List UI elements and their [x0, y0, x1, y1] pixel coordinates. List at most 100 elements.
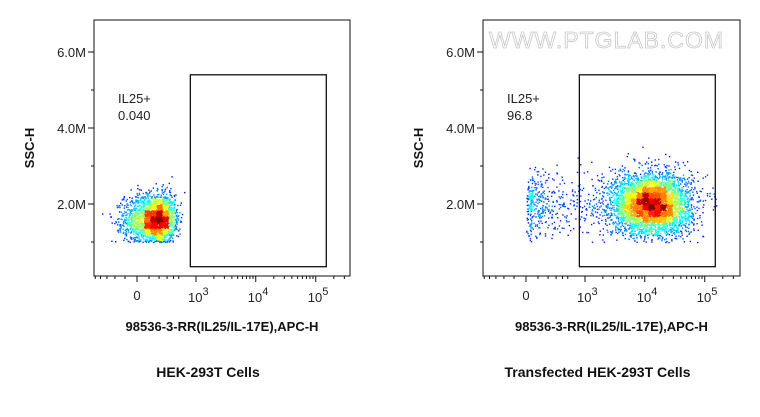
data-point — [138, 228, 139, 229]
data-point — [167, 187, 168, 188]
data-point — [626, 230, 627, 231]
data-point — [161, 237, 162, 238]
data-point — [167, 239, 168, 240]
data-point — [172, 238, 173, 239]
data-point — [159, 212, 160, 213]
data-point — [159, 204, 160, 205]
data-point — [144, 209, 145, 210]
data-point — [153, 206, 154, 207]
data-point — [616, 207, 617, 208]
data-point — [156, 196, 157, 197]
data-point — [132, 211, 133, 212]
data-point — [121, 227, 122, 228]
data-point — [154, 206, 155, 207]
data-point — [602, 209, 603, 210]
data-point — [119, 211, 120, 212]
data-point — [605, 219, 606, 220]
data-point — [146, 208, 147, 209]
data-point — [684, 179, 685, 180]
data-point — [680, 183, 681, 184]
data-point — [608, 189, 609, 190]
data-point — [628, 239, 629, 240]
data-point — [143, 225, 144, 226]
data-point — [159, 238, 160, 239]
data-point — [165, 211, 166, 212]
data-point — [608, 217, 609, 218]
data-point — [131, 198, 132, 199]
data-point — [593, 215, 594, 216]
data-point — [157, 188, 158, 189]
data-point — [115, 221, 116, 222]
data-point — [666, 167, 667, 168]
data-point — [164, 241, 165, 242]
data-point — [606, 225, 607, 226]
data-point — [598, 202, 599, 203]
data-point — [648, 237, 649, 238]
data-point — [148, 189, 149, 190]
data-point — [612, 202, 613, 203]
data-point — [124, 219, 125, 220]
data-point — [658, 159, 659, 160]
data-point — [127, 199, 128, 200]
data-point — [689, 209, 690, 210]
data-point — [163, 225, 164, 226]
data-point — [150, 208, 151, 209]
data-point — [657, 165, 658, 166]
data-point — [689, 170, 690, 171]
data-point — [123, 223, 124, 224]
data-point — [143, 205, 144, 206]
data-point — [613, 195, 614, 196]
data-point — [655, 171, 656, 172]
data-point — [145, 227, 146, 228]
data-point — [591, 179, 592, 180]
data-point — [163, 219, 164, 220]
data-point — [689, 222, 690, 223]
data-point — [169, 192, 170, 193]
data-point — [150, 196, 151, 197]
data-point — [128, 224, 129, 225]
data-point — [672, 196, 673, 197]
data-point — [144, 220, 145, 221]
data-point — [146, 203, 147, 204]
data-point — [155, 212, 156, 213]
data-point — [169, 234, 170, 235]
data-point — [630, 233, 631, 234]
data-point — [147, 214, 148, 215]
data-point — [145, 235, 146, 236]
data-point — [684, 198, 685, 199]
data-point — [170, 226, 171, 227]
data-point — [175, 213, 176, 214]
data-point — [628, 228, 629, 229]
data-point — [139, 241, 140, 242]
data-point — [171, 221, 172, 222]
data-point — [667, 228, 668, 229]
data-point — [664, 239, 665, 240]
data-point — [131, 224, 132, 225]
data-point — [157, 236, 158, 237]
data-point — [643, 175, 644, 176]
data-point — [117, 207, 118, 208]
data-point — [151, 228, 152, 229]
data-point — [171, 223, 172, 224]
data-point — [166, 233, 167, 234]
data-point — [162, 217, 163, 218]
data-point — [131, 211, 132, 212]
data-point — [142, 221, 143, 222]
data-point — [162, 240, 163, 241]
data-point — [150, 228, 151, 229]
data-point — [129, 197, 130, 198]
data-point — [124, 238, 125, 239]
data-point — [614, 213, 615, 214]
data-point — [671, 240, 672, 241]
data-point — [147, 207, 148, 208]
data-point — [617, 185, 618, 186]
data-point — [139, 209, 140, 210]
data-point — [166, 207, 167, 208]
data-point — [167, 209, 168, 210]
data-point — [170, 202, 171, 203]
data-point — [154, 238, 155, 239]
data-point — [170, 210, 171, 211]
data-point — [172, 209, 173, 210]
